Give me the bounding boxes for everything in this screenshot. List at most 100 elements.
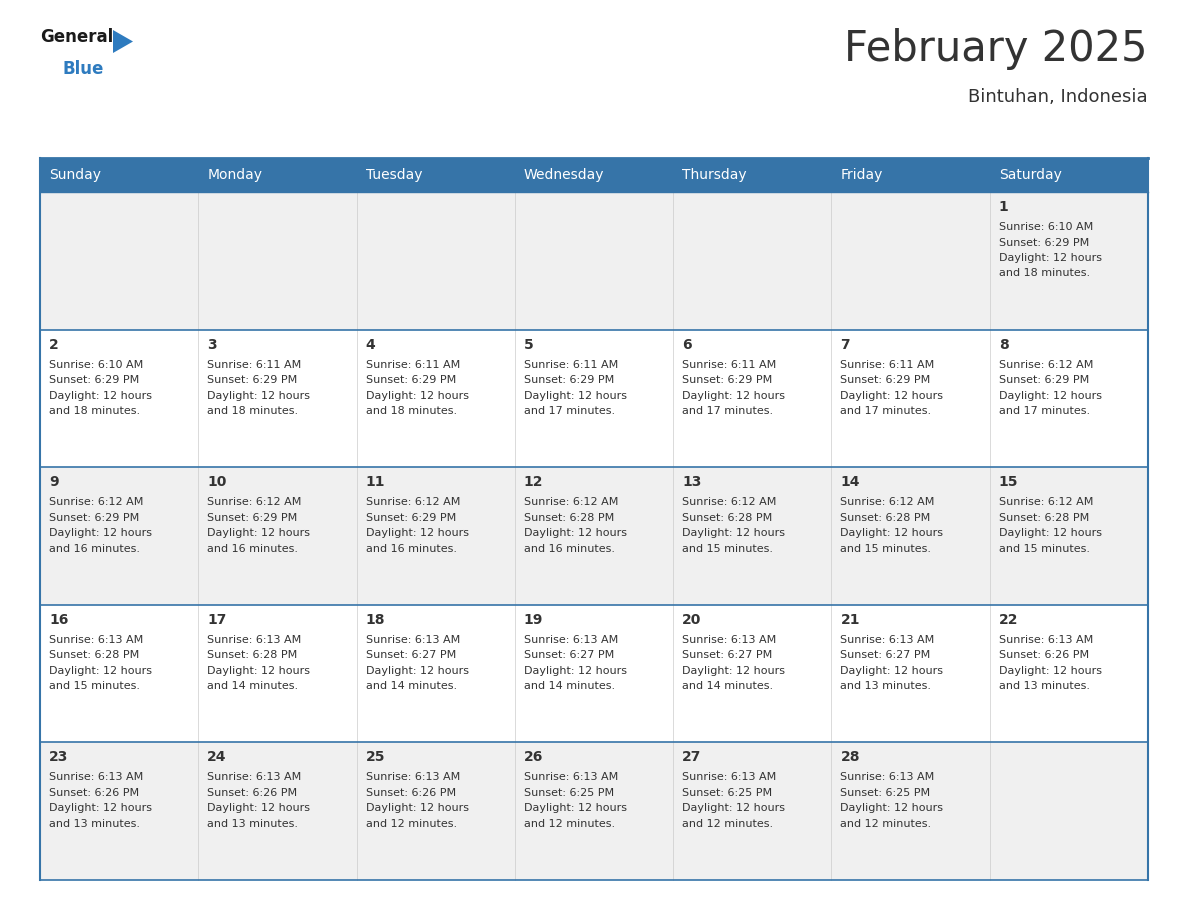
Text: 3: 3: [207, 338, 217, 352]
Text: Sunset: 6:29 PM: Sunset: 6:29 PM: [682, 375, 772, 385]
Bar: [514, 158, 674, 192]
Text: 1: 1: [999, 200, 1009, 214]
Bar: [832, 743, 990, 880]
Text: Sunset: 6:29 PM: Sunset: 6:29 PM: [366, 375, 456, 385]
Text: Sunrise: 6:12 AM: Sunrise: 6:12 AM: [682, 498, 777, 508]
Text: Saturday: Saturday: [999, 168, 1062, 182]
Text: Sunset: 6:28 PM: Sunset: 6:28 PM: [49, 650, 139, 660]
Text: and 17 minutes.: and 17 minutes.: [840, 406, 931, 416]
Text: 6: 6: [682, 338, 691, 352]
Text: Daylight: 12 hours: Daylight: 12 hours: [366, 666, 468, 676]
Text: Sunrise: 6:12 AM: Sunrise: 6:12 AM: [999, 498, 1093, 508]
Polygon shape: [113, 30, 133, 53]
Text: Sunset: 6:29 PM: Sunset: 6:29 PM: [999, 238, 1089, 248]
Bar: [990, 605, 1148, 743]
Text: Sunset: 6:29 PM: Sunset: 6:29 PM: [840, 375, 930, 385]
Text: Sunrise: 6:13 AM: Sunrise: 6:13 AM: [207, 772, 302, 782]
Text: Sunrise: 6:13 AM: Sunrise: 6:13 AM: [366, 635, 460, 644]
Bar: [356, 605, 514, 743]
Text: and 15 minutes.: and 15 minutes.: [840, 543, 931, 554]
Bar: [356, 467, 514, 605]
Text: Daylight: 12 hours: Daylight: 12 hours: [207, 666, 310, 676]
Text: Sunrise: 6:12 AM: Sunrise: 6:12 AM: [49, 498, 144, 508]
Bar: [674, 330, 832, 467]
Text: Daylight: 12 hours: Daylight: 12 hours: [366, 390, 468, 400]
Bar: [990, 330, 1148, 467]
Text: and 13 minutes.: and 13 minutes.: [999, 681, 1089, 691]
Text: Daylight: 12 hours: Daylight: 12 hours: [840, 666, 943, 676]
Text: Sunset: 6:28 PM: Sunset: 6:28 PM: [999, 512, 1089, 522]
Text: Sunset: 6:26 PM: Sunset: 6:26 PM: [366, 788, 456, 798]
Text: Daylight: 12 hours: Daylight: 12 hours: [840, 390, 943, 400]
Bar: [40, 158, 198, 192]
Bar: [198, 605, 356, 743]
Text: and 16 minutes.: and 16 minutes.: [524, 543, 615, 554]
Text: Sunrise: 6:10 AM: Sunrise: 6:10 AM: [999, 222, 1093, 232]
Text: Daylight: 12 hours: Daylight: 12 hours: [682, 666, 785, 676]
Text: General: General: [40, 28, 113, 46]
Bar: [40, 192, 198, 330]
Text: and 16 minutes.: and 16 minutes.: [49, 543, 140, 554]
Text: Sunset: 6:29 PM: Sunset: 6:29 PM: [207, 512, 297, 522]
Text: Sunrise: 6:10 AM: Sunrise: 6:10 AM: [49, 360, 144, 370]
Text: Sunrise: 6:12 AM: Sunrise: 6:12 AM: [207, 498, 302, 508]
Bar: [356, 743, 514, 880]
Bar: [674, 192, 832, 330]
Text: 20: 20: [682, 613, 702, 627]
Text: 5: 5: [524, 338, 533, 352]
Text: Sunrise: 6:12 AM: Sunrise: 6:12 AM: [524, 498, 618, 508]
Text: and 13 minutes.: and 13 minutes.: [207, 819, 298, 829]
Text: Daylight: 12 hours: Daylight: 12 hours: [999, 253, 1101, 263]
Bar: [990, 192, 1148, 330]
Text: and 17 minutes.: and 17 minutes.: [682, 406, 773, 416]
Text: Sunset: 6:27 PM: Sunset: 6:27 PM: [840, 650, 930, 660]
Text: Daylight: 12 hours: Daylight: 12 hours: [999, 390, 1101, 400]
Text: Sunset: 6:26 PM: Sunset: 6:26 PM: [49, 788, 139, 798]
Text: Sunrise: 6:11 AM: Sunrise: 6:11 AM: [366, 360, 460, 370]
Text: 18: 18: [366, 613, 385, 627]
Text: Sunrise: 6:13 AM: Sunrise: 6:13 AM: [49, 635, 144, 644]
Text: Blue: Blue: [63, 60, 105, 78]
Text: Sunset: 6:29 PM: Sunset: 6:29 PM: [49, 375, 139, 385]
Text: 27: 27: [682, 750, 702, 765]
Text: Sunset: 6:25 PM: Sunset: 6:25 PM: [840, 788, 930, 798]
Text: Sunrise: 6:12 AM: Sunrise: 6:12 AM: [999, 360, 1093, 370]
Text: 11: 11: [366, 476, 385, 489]
Bar: [514, 605, 674, 743]
Bar: [198, 330, 356, 467]
Text: Daylight: 12 hours: Daylight: 12 hours: [682, 390, 785, 400]
Bar: [40, 605, 198, 743]
Text: Sunset: 6:26 PM: Sunset: 6:26 PM: [999, 650, 1089, 660]
Text: Sunset: 6:27 PM: Sunset: 6:27 PM: [682, 650, 772, 660]
Text: February 2025: February 2025: [845, 28, 1148, 70]
Bar: [356, 330, 514, 467]
Text: Bintuhan, Indonesia: Bintuhan, Indonesia: [968, 88, 1148, 106]
Text: Sunset: 6:25 PM: Sunset: 6:25 PM: [524, 788, 614, 798]
Text: Tuesday: Tuesday: [366, 168, 422, 182]
Text: and 16 minutes.: and 16 minutes.: [366, 543, 456, 554]
Bar: [990, 467, 1148, 605]
Text: 8: 8: [999, 338, 1009, 352]
Text: Sunrise: 6:11 AM: Sunrise: 6:11 AM: [207, 360, 302, 370]
Text: and 12 minutes.: and 12 minutes.: [682, 819, 773, 829]
Bar: [832, 192, 990, 330]
Text: and 15 minutes.: and 15 minutes.: [682, 543, 773, 554]
Text: Sunset: 6:25 PM: Sunset: 6:25 PM: [682, 788, 772, 798]
Text: and 18 minutes.: and 18 minutes.: [999, 268, 1089, 278]
Text: Monday: Monday: [207, 168, 263, 182]
Bar: [356, 192, 514, 330]
Text: Daylight: 12 hours: Daylight: 12 hours: [207, 803, 310, 813]
Text: and 13 minutes.: and 13 minutes.: [49, 819, 140, 829]
Text: Sunset: 6:29 PM: Sunset: 6:29 PM: [49, 512, 139, 522]
Text: and 15 minutes.: and 15 minutes.: [49, 681, 140, 691]
Text: 16: 16: [49, 613, 69, 627]
Text: and 18 minutes.: and 18 minutes.: [366, 406, 456, 416]
Text: 28: 28: [840, 750, 860, 765]
Text: Sunset: 6:27 PM: Sunset: 6:27 PM: [524, 650, 614, 660]
Text: 23: 23: [49, 750, 69, 765]
Text: Daylight: 12 hours: Daylight: 12 hours: [999, 666, 1101, 676]
Text: 14: 14: [840, 476, 860, 489]
Text: Sunset: 6:29 PM: Sunset: 6:29 PM: [999, 375, 1089, 385]
Text: and 14 minutes.: and 14 minutes.: [682, 681, 773, 691]
Text: Sunday: Sunday: [49, 168, 101, 182]
